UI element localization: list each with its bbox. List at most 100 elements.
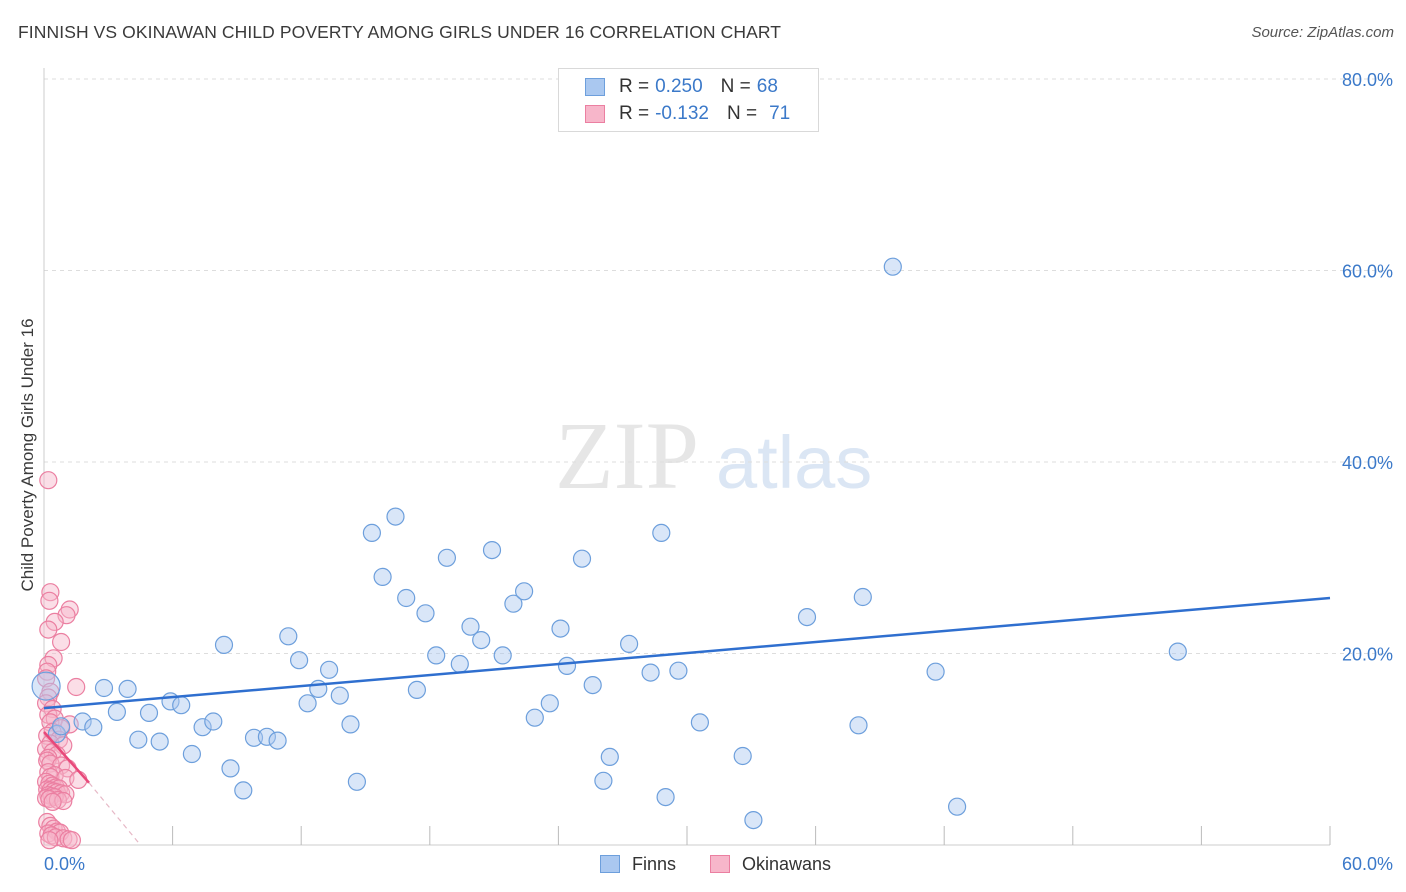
finns-point: [407, 680, 426, 700]
finns-point: [551, 619, 570, 638]
finns-point: [257, 727, 276, 746]
y-tick-label: 20.0%: [1342, 645, 1393, 665]
okinawans-r-value: -0.132: [655, 103, 709, 124]
finns-point: [450, 654, 469, 674]
legend-row-okinawans: R = -0.132 N = 71: [585, 102, 790, 126]
okinawans-point: [43, 792, 62, 812]
okinawans-point: [40, 831, 59, 850]
finns-point: [853, 587, 872, 607]
okinawans-point: [60, 600, 79, 619]
gridlines: [44, 78, 1393, 654]
finns-point: [594, 771, 613, 790]
okinawans-swatch: [585, 105, 605, 123]
finns-point: [744, 810, 763, 830]
okinawans-point: [51, 632, 71, 652]
finns-r-value: 0.250: [655, 76, 703, 97]
finns-point: [31, 671, 61, 701]
finns-point: [244, 728, 264, 747]
series-legend-finns: Finns: [600, 852, 676, 876]
watermark-atlas: atlas: [716, 421, 872, 504]
finns-point: [341, 715, 360, 734]
y-tick-label: 60.0%: [1342, 262, 1393, 282]
finns-point: [652, 523, 671, 543]
finns-point: [690, 713, 710, 732]
watermark-zip: ZIP: [555, 402, 699, 509]
finns-point: [330, 686, 349, 705]
finns-point: [416, 604, 435, 623]
y-tick-label: 40.0%: [1342, 453, 1393, 473]
finns-point: [193, 718, 212, 737]
finns-point: [641, 663, 660, 682]
okinawans-legend-swatch: [710, 855, 730, 873]
finns-legend-label: Finns: [632, 853, 677, 874]
tick-labels: 20.0% 40.0% 60.0% 80.0% 0.0% 60.0%: [44, 70, 1393, 874]
finns-point: [172, 696, 191, 715]
finns-point: [386, 507, 405, 526]
finns-n-value: 68: [756, 76, 778, 97]
finns-point: [583, 675, 602, 695]
series-legend-okinawans: Okinawans: [710, 852, 831, 876]
finns-swatch: [585, 78, 605, 96]
finns-point: [427, 646, 446, 665]
correlation-legend: R = 0.250 N = 68 R = -0.132 N = 71: [558, 68, 819, 132]
finns-point: [669, 661, 688, 680]
okinawans-legend-label: Okinawans: [742, 853, 832, 874]
finns-point: [600, 747, 619, 767]
okinawans-point: [40, 591, 59, 610]
finns-point: [347, 772, 366, 791]
finns-point: [1168, 642, 1187, 661]
finns-point: [94, 678, 114, 698]
legend-row-finns: R = 0.250 N = 68: [585, 75, 778, 99]
finns-point: [540, 694, 559, 713]
finns-point: [656, 787, 675, 807]
x-tick-label: 60.0%: [1342, 854, 1393, 874]
finns-point: [883, 257, 902, 276]
okinawans-point: [69, 770, 88, 790]
finns-point: [221, 759, 240, 778]
okinawans-r-label: R =: [619, 103, 650, 124]
finns-point: [150, 732, 169, 751]
finns-point: [733, 746, 752, 766]
finns-point: [572, 549, 592, 568]
finns-n-label: N =: [720, 76, 751, 97]
finns-trend-line: [43, 596, 1331, 710]
finns-point: [118, 679, 137, 699]
okinawans-point: [39, 655, 58, 675]
okinawans-point: [62, 831, 82, 850]
y-tick-label: 80.0%: [1342, 70, 1393, 90]
finns-point: [504, 594, 523, 613]
okinawans-point: [36, 669, 56, 688]
trend-lines: [43, 596, 1331, 846]
finns-point: [437, 548, 456, 567]
axes: [43, 68, 1331, 846]
x-tick-label: 0.0%: [44, 854, 85, 874]
finns-point: [73, 712, 92, 731]
finns-point: [362, 523, 381, 543]
finns-point: [397, 588, 416, 608]
okinawans-point: [39, 620, 58, 639]
finns-point: [557, 656, 577, 676]
finns-point: [926, 662, 945, 681]
watermark: ZIP atlas: [555, 402, 872, 509]
finns-point: [482, 540, 502, 560]
source-label: Source: ZipAtlas.com: [1251, 24, 1394, 41]
finns-point: [298, 694, 317, 713]
finns-point: [514, 582, 534, 601]
finns-point: [320, 660, 339, 679]
finns-point: [619, 634, 639, 654]
chart-title: FINNISH VS OKINAWAN CHILD POVERTY AMONG …: [18, 22, 782, 42]
finns-point: [51, 717, 71, 736]
finns-point: [849, 716, 868, 735]
finns-point: [525, 708, 544, 727]
finns-point: [107, 702, 127, 722]
okinawans-trend-extension: [88, 782, 141, 846]
okinawans-trend-line: [43, 731, 90, 784]
finns-point: [234, 781, 253, 800]
okinawans-point: [67, 677, 86, 697]
finns-point: [214, 635, 234, 655]
okinawans-point: [39, 471, 58, 490]
finns-point: [279, 627, 298, 646]
finns-point: [182, 744, 201, 764]
okinawans-series: [36, 471, 88, 850]
